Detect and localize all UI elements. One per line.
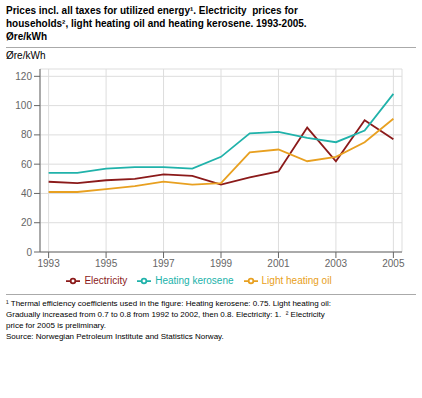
- html-text:Øre/kWh: Øre/kWh: [6, 31, 48, 42]
- svg-text:0: 0: [26, 247, 32, 258]
- svg-text:1995: 1995: [95, 258, 118, 269]
- svg-text:1997: 1997: [152, 258, 175, 269]
- html-text:Electricity: Electricity: [84, 274, 128, 286]
- html-text:¹ Thermal efficiency coefficie: ¹ Thermal efficiency coefficients used i…: [6, 299, 332, 308]
- svg-text:2003: 2003: [325, 258, 348, 269]
- svg-text:80: 80: [21, 129, 33, 140]
- svg-text:1993: 1993: [37, 258, 60, 269]
- html-text:Light heating oil: Light heating oil: [261, 274, 332, 286]
- svg-text:60: 60: [21, 159, 33, 170]
- svg-text:2001: 2001: [267, 258, 290, 269]
- svg-text:20: 20: [21, 217, 33, 228]
- html-text:Øre/kWh: Øre/kWh: [6, 50, 46, 61]
- svg-text:1999: 1999: [210, 258, 233, 269]
- html-text:Heating kerosene: Heating kerosene: [155, 274, 234, 286]
- html-text:Prices incl. all taxes for uti: Prices incl. all taxes for utilized ener…: [6, 5, 298, 16]
- svg-text:40: 40: [21, 188, 33, 199]
- html-text:Source: Norwegian Petroleum In: Source: Norwegian Petroleum Institute an…: [6, 332, 224, 341]
- svg-text:120: 120: [15, 71, 32, 82]
- html-text:households², light heating oil: households², light heating oil and heati…: [6, 18, 307, 29]
- svg-text:2005: 2005: [382, 258, 405, 269]
- svg-text:100: 100: [15, 100, 32, 111]
- html-text:Gradually increased from 0.7 t: Gradually increased from 0.7 to 0.8 from…: [6, 310, 325, 319]
- html-text:price for 2005 is preliminary.: price for 2005 is preliminary.: [6, 321, 106, 330]
